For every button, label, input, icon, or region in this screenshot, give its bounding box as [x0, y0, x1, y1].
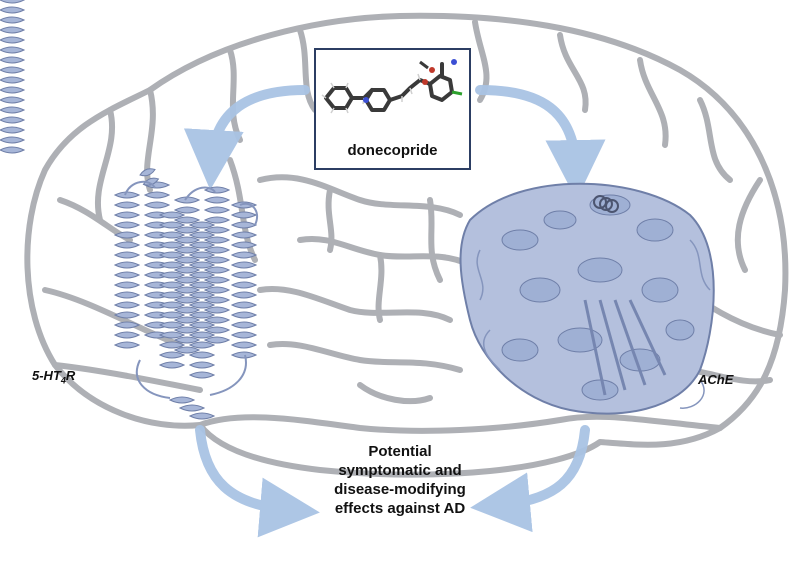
- arrow-from-5ht4r: [195, 425, 320, 538]
- molecule-box: donecopride: [314, 48, 471, 170]
- outcome-line: effects against AD: [334, 500, 466, 517]
- label-ache: AChE: [698, 372, 734, 387]
- arrow-to-ache: [475, 85, 606, 200]
- outcome-line: disease-modifying: [334, 481, 466, 498]
- arrow-to-5ht4r: [183, 85, 310, 190]
- flow-arrows: [183, 85, 606, 538]
- label-5ht4r: 5-HT4R: [32, 368, 76, 386]
- receptor-loops: [124, 180, 259, 399]
- arrow-from-ache: [470, 425, 590, 533]
- ache-structure: [459, 182, 715, 415]
- molecule-structure: [321, 59, 463, 114]
- outcome-line: symptomatic and: [338, 462, 462, 479]
- outcome-line: Potential: [368, 443, 432, 460]
- receptor-5ht4r-structure: [0, 0, 257, 420]
- molecule-name: donecopride: [347, 142, 438, 159]
- outcome-text: Potential symptomatic and disease-modify…: [300, 442, 500, 518]
